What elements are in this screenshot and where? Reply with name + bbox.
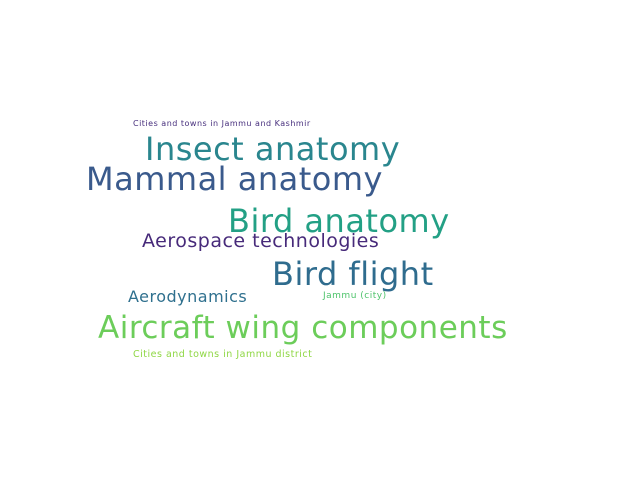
- word-insect-anatomy: Insect anatomy: [145, 130, 401, 168]
- word-bird-flight: Bird flight: [272, 255, 434, 293]
- word-aircraft-wing-components: Aircraft wing components: [98, 310, 508, 346]
- word-cities-and-towns-in-jammu-and-kashmir: Cities and towns in Jammu and Kashmir: [133, 119, 311, 128]
- word-jammu-city: Jammu (city): [323, 291, 387, 301]
- word-cities-and-towns-in-jammu-district: Cities and towns in Jammu district: [133, 349, 313, 360]
- word-aerospace-technologies: Aerospace technologies: [142, 230, 380, 252]
- word-bird-anatomy: Bird anatomy: [228, 202, 450, 240]
- word-mammal-anatomy: Mammal anatomy: [86, 160, 383, 198]
- word-aerodynamics: Aerodynamics: [128, 287, 248, 306]
